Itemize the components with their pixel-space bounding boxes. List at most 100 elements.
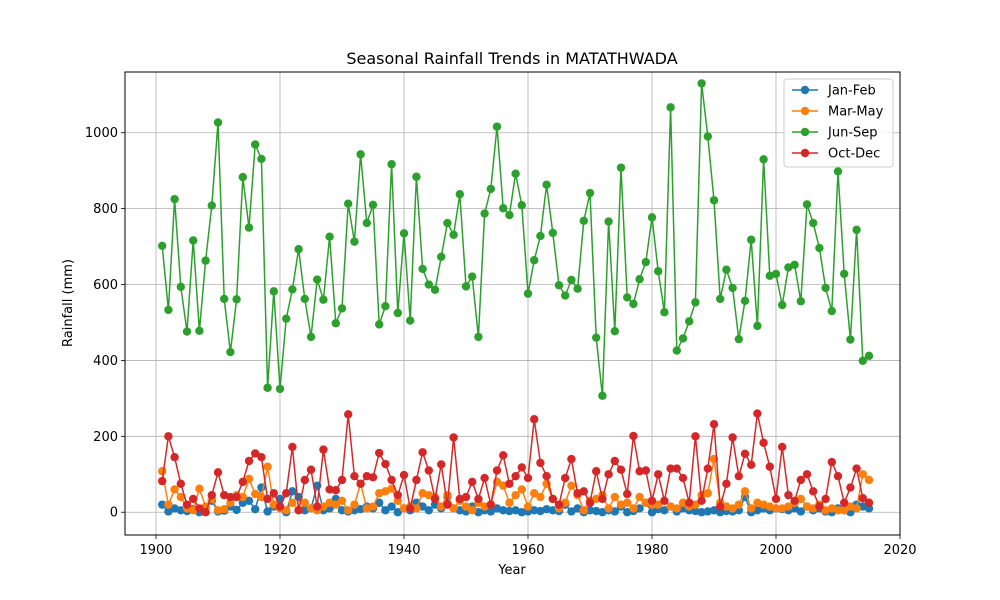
y-tick-label: 1000 (85, 126, 118, 141)
data-point (660, 506, 669, 515)
data-point (530, 415, 539, 424)
data-point (523, 473, 533, 483)
data-point (554, 500, 564, 509)
data-point (244, 496, 254, 506)
data-point (158, 241, 167, 251)
data-point (158, 500, 167, 509)
data-point (499, 204, 508, 213)
data-point (244, 474, 254, 484)
data-point (437, 252, 446, 262)
data-point (263, 494, 272, 504)
data-point (716, 294, 725, 304)
data-point (244, 456, 254, 466)
data-point (325, 232, 334, 241)
data-point (282, 314, 291, 323)
data-point (616, 163, 626, 172)
data-point (499, 506, 508, 515)
data-point (592, 494, 601, 504)
data-point (381, 459, 390, 469)
data-point (579, 216, 588, 225)
data-point (585, 498, 595, 507)
data-point (610, 507, 619, 516)
data-point (728, 504, 737, 513)
data-point (170, 453, 179, 462)
data-point (623, 498, 632, 507)
data-point (375, 498, 384, 507)
data-point (288, 498, 297, 507)
data-point (542, 180, 551, 189)
x-tick-label: 1900 (139, 543, 172, 558)
data-point (375, 448, 384, 458)
data-point (548, 228, 557, 238)
data-point (505, 498, 514, 507)
data-point (306, 332, 316, 342)
data-point (647, 496, 657, 506)
data-point (480, 473, 489, 483)
data-point (685, 498, 694, 507)
data-point (654, 500, 663, 509)
data-point (790, 260, 799, 269)
data-point (282, 506, 291, 515)
x-tick-label: 2020 (883, 543, 916, 558)
data-point (592, 467, 601, 476)
data-point (300, 294, 309, 304)
data-point (635, 467, 644, 476)
data-point (437, 460, 446, 469)
data-point (170, 194, 179, 204)
data-point (393, 308, 402, 318)
chart-title: Seasonal Rainfall Trends in MATATHWADA (346, 49, 677, 68)
x-axis-title: Year (497, 563, 526, 578)
data-point (517, 463, 526, 472)
legend-item: Jan-Feb (792, 84, 876, 99)
data-point (542, 504, 551, 514)
data-point (381, 506, 390, 515)
data-point (530, 506, 539, 515)
data-point (399, 229, 409, 238)
data-point (536, 458, 545, 468)
data-point (641, 257, 650, 267)
data-point (858, 356, 867, 366)
data-point (201, 256, 210, 265)
data-point (269, 489, 278, 498)
data-point (635, 275, 644, 284)
data-point (399, 470, 409, 480)
data-point (461, 282, 471, 291)
data-point (703, 489, 712, 498)
data-point (517, 508, 526, 517)
y-tick-label: 200 (93, 430, 118, 445)
data-point (697, 508, 706, 517)
legend-label: Oct-Dec (828, 147, 880, 162)
data-point (542, 471, 551, 481)
data-point (331, 486, 340, 495)
data-point (282, 489, 291, 498)
data-point (337, 304, 347, 313)
data-point (579, 506, 588, 515)
data-point (585, 188, 595, 198)
data-point (660, 496, 669, 506)
data-point (815, 243, 824, 253)
data-point (716, 502, 725, 511)
data-point (778, 442, 787, 452)
data-point (412, 475, 421, 485)
data-point (443, 218, 452, 228)
data-point (703, 132, 712, 141)
data-point (691, 432, 700, 441)
legend: Jan-Feb Mar-May Jun-Sep Oct-Dec (783, 78, 894, 168)
data-point (251, 504, 260, 514)
data-point (840, 269, 849, 279)
data-point (654, 470, 663, 479)
legend-swatch-marker (800, 85, 810, 95)
data-point (561, 291, 570, 300)
data-point (158, 476, 167, 486)
data-point (164, 305, 173, 315)
data-point (300, 498, 309, 507)
data-point (220, 504, 229, 514)
data-point (331, 500, 340, 509)
data-point (728, 283, 737, 293)
data-point (238, 492, 247, 502)
data-point (350, 237, 359, 246)
data-point (412, 172, 421, 181)
series-jun-sep (158, 79, 874, 400)
data-point (337, 475, 347, 485)
data-point (666, 103, 675, 112)
